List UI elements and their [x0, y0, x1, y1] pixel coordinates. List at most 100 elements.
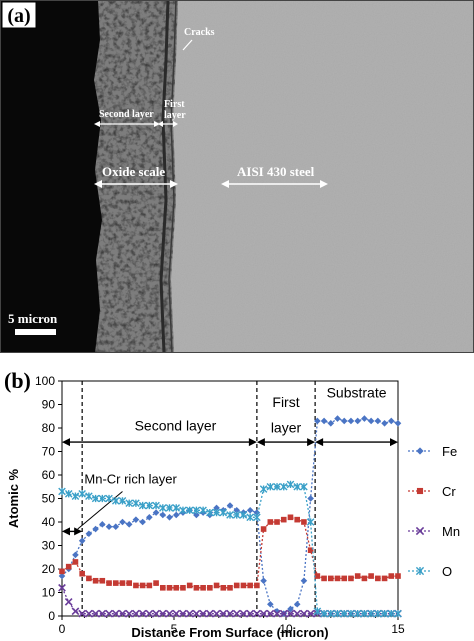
- arrowhead-right: [248, 438, 257, 447]
- chart-background: [0, 360, 474, 641]
- first-layer-outer-line: [168, 0, 177, 353]
- data-point: [112, 580, 119, 586]
- first-layer-region-label-line1: First: [272, 394, 299, 410]
- data-point: [367, 609, 375, 618]
- data-point: [165, 609, 174, 618]
- y-tick-label: 40: [42, 515, 56, 529]
- arrowhead-left: [62, 527, 70, 536]
- data-point: [133, 582, 139, 589]
- data-point: [301, 519, 307, 525]
- data-point: [387, 609, 396, 618]
- y-axis: 0 10 20 30 40 50 60 70 80 90 100: [35, 374, 62, 623]
- data-point: [92, 577, 99, 584]
- data-point: [205, 609, 214, 618]
- arrowhead-right: [307, 438, 316, 447]
- data-point: [213, 582, 220, 589]
- data-point: [91, 609, 100, 618]
- legend: Fe Cr Mn O: [408, 444, 460, 579]
- data-point: [381, 575, 388, 582]
- x-tick-label: 5: [171, 622, 178, 636]
- data-point: [98, 609, 107, 618]
- data-point: [232, 511, 241, 519]
- legend-label: Cr: [442, 484, 456, 499]
- data-point: [375, 575, 381, 582]
- mn-cr-rich-layer-label: Mn-Cr rich layer: [84, 472, 177, 487]
- data-point: [78, 537, 86, 545]
- data-point: [239, 511, 248, 519]
- legend-item-o: O: [408, 564, 452, 579]
- data-point: [111, 497, 120, 505]
- micrograph-panel: (a) Cracks Second layer First layer Oxid…: [0, 0, 474, 353]
- data-point: [146, 514, 153, 521]
- data-point: [118, 609, 127, 618]
- data-point: [233, 582, 240, 589]
- data-point: [334, 415, 341, 422]
- data-point: [138, 501, 147, 510]
- data-point: [361, 575, 368, 582]
- data-point: [118, 497, 127, 505]
- arrowhead-left: [315, 438, 324, 447]
- series-o: [58, 480, 402, 618]
- data-point: [226, 609, 234, 618]
- data-point: [274, 519, 280, 525]
- legend-label: Fe: [442, 444, 457, 459]
- layer-boundaries: [62, 381, 398, 616]
- data-point: [58, 487, 66, 496]
- data-point: [192, 609, 201, 618]
- data-point: [320, 609, 328, 618]
- data-point: [260, 526, 267, 532]
- data-point: [72, 551, 79, 559]
- data-point: [334, 575, 341, 582]
- data-point: [415, 566, 425, 576]
- data-point: [293, 482, 301, 491]
- data-point: [199, 609, 207, 618]
- data-point: [266, 482, 275, 491]
- oxide-scale-arrowhead-left: [94, 180, 102, 188]
- data-point: [220, 584, 227, 591]
- data-point: [374, 609, 382, 618]
- y-tick-label: 100: [35, 374, 55, 388]
- x-tick-label: 15: [391, 622, 405, 636]
- first-layer-label-line2: layer: [164, 110, 186, 121]
- data-point: [172, 504, 181, 512]
- steel-arrowhead-right: [320, 180, 328, 188]
- data-point: [394, 609, 402, 618]
- data-point: [86, 575, 92, 582]
- data-point: [98, 494, 107, 503]
- data-point: [132, 499, 140, 507]
- data-point: [227, 584, 233, 591]
- data-point: [112, 523, 120, 530]
- data-point: [253, 513, 261, 522]
- arrowhead-left: [62, 438, 70, 447]
- data-point: [294, 516, 301, 523]
- data-point: [185, 506, 194, 515]
- data-point: [152, 609, 160, 618]
- data-point: [307, 495, 314, 502]
- data-point: [59, 568, 65, 575]
- first-layer-line: [159, 0, 170, 353]
- data-point: [307, 547, 314, 554]
- data-point: [85, 609, 93, 618]
- data-point: [186, 582, 193, 589]
- data-point: [91, 494, 100, 503]
- first-layer-arrowhead-right: [173, 121, 178, 127]
- data-point: [293, 609, 302, 618]
- data-point: [172, 511, 180, 519]
- data-point: [273, 482, 281, 491]
- data-point: [286, 609, 295, 618]
- steel-arrowhead-left: [221, 180, 229, 188]
- y-tick-label: 0: [48, 609, 55, 623]
- data-point: [207, 584, 213, 591]
- y-tick-label: 60: [42, 468, 56, 482]
- data-point: [206, 508, 214, 517]
- data-point: [300, 482, 308, 491]
- data-point: [415, 526, 425, 536]
- data-point: [152, 501, 160, 510]
- data-point: [388, 573, 395, 579]
- data-point: [267, 519, 274, 525]
- y-tick-label: 50: [42, 492, 56, 506]
- data-point: [247, 582, 253, 589]
- oxide-scale-arrowhead-right: [170, 180, 178, 188]
- data-point: [106, 580, 112, 586]
- y-tick-label: 90: [42, 398, 56, 412]
